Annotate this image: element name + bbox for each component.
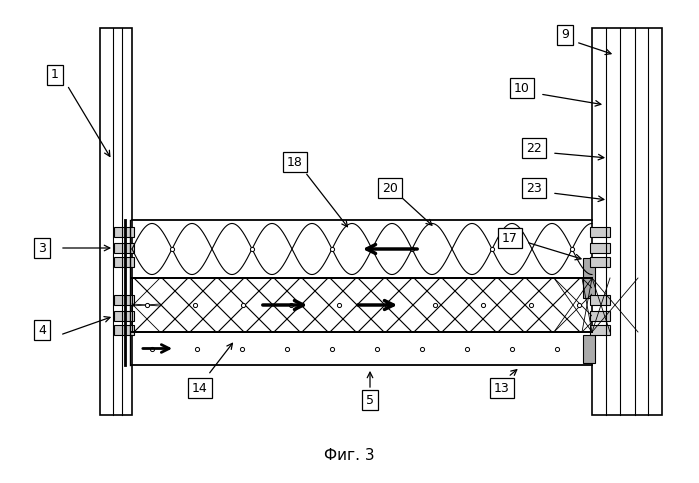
Text: 5: 5	[366, 394, 374, 407]
Text: 4: 4	[38, 324, 46, 337]
Bar	[590, 311, 610, 321]
Bar	[114, 257, 134, 267]
Bar	[583, 335, 595, 363]
Text: 14: 14	[192, 382, 208, 395]
Bar	[590, 295, 610, 305]
Bar	[590, 257, 610, 267]
Bar	[592, 28, 662, 415]
Text: 22: 22	[526, 142, 542, 155]
Bar	[114, 311, 134, 321]
Text: 9: 9	[561, 28, 569, 42]
Text: 13: 13	[494, 382, 510, 395]
Text: 10: 10	[514, 82, 530, 95]
Text: 3: 3	[38, 242, 46, 255]
Bar	[114, 295, 134, 305]
Bar	[583, 258, 595, 298]
Text: 23: 23	[526, 182, 542, 195]
Text: 1: 1	[51, 69, 59, 82]
Bar	[100, 28, 132, 415]
Text: 17: 17	[502, 231, 518, 244]
Bar	[590, 325, 610, 335]
Text: Фиг. 3: Фиг. 3	[324, 448, 374, 463]
Bar	[114, 325, 134, 335]
Text: 20: 20	[382, 182, 398, 195]
Text: 18: 18	[287, 156, 303, 169]
Bar	[590, 227, 610, 237]
Bar	[132, 278, 592, 332]
Bar	[114, 243, 134, 253]
Bar	[114, 227, 134, 237]
Bar	[590, 243, 610, 253]
